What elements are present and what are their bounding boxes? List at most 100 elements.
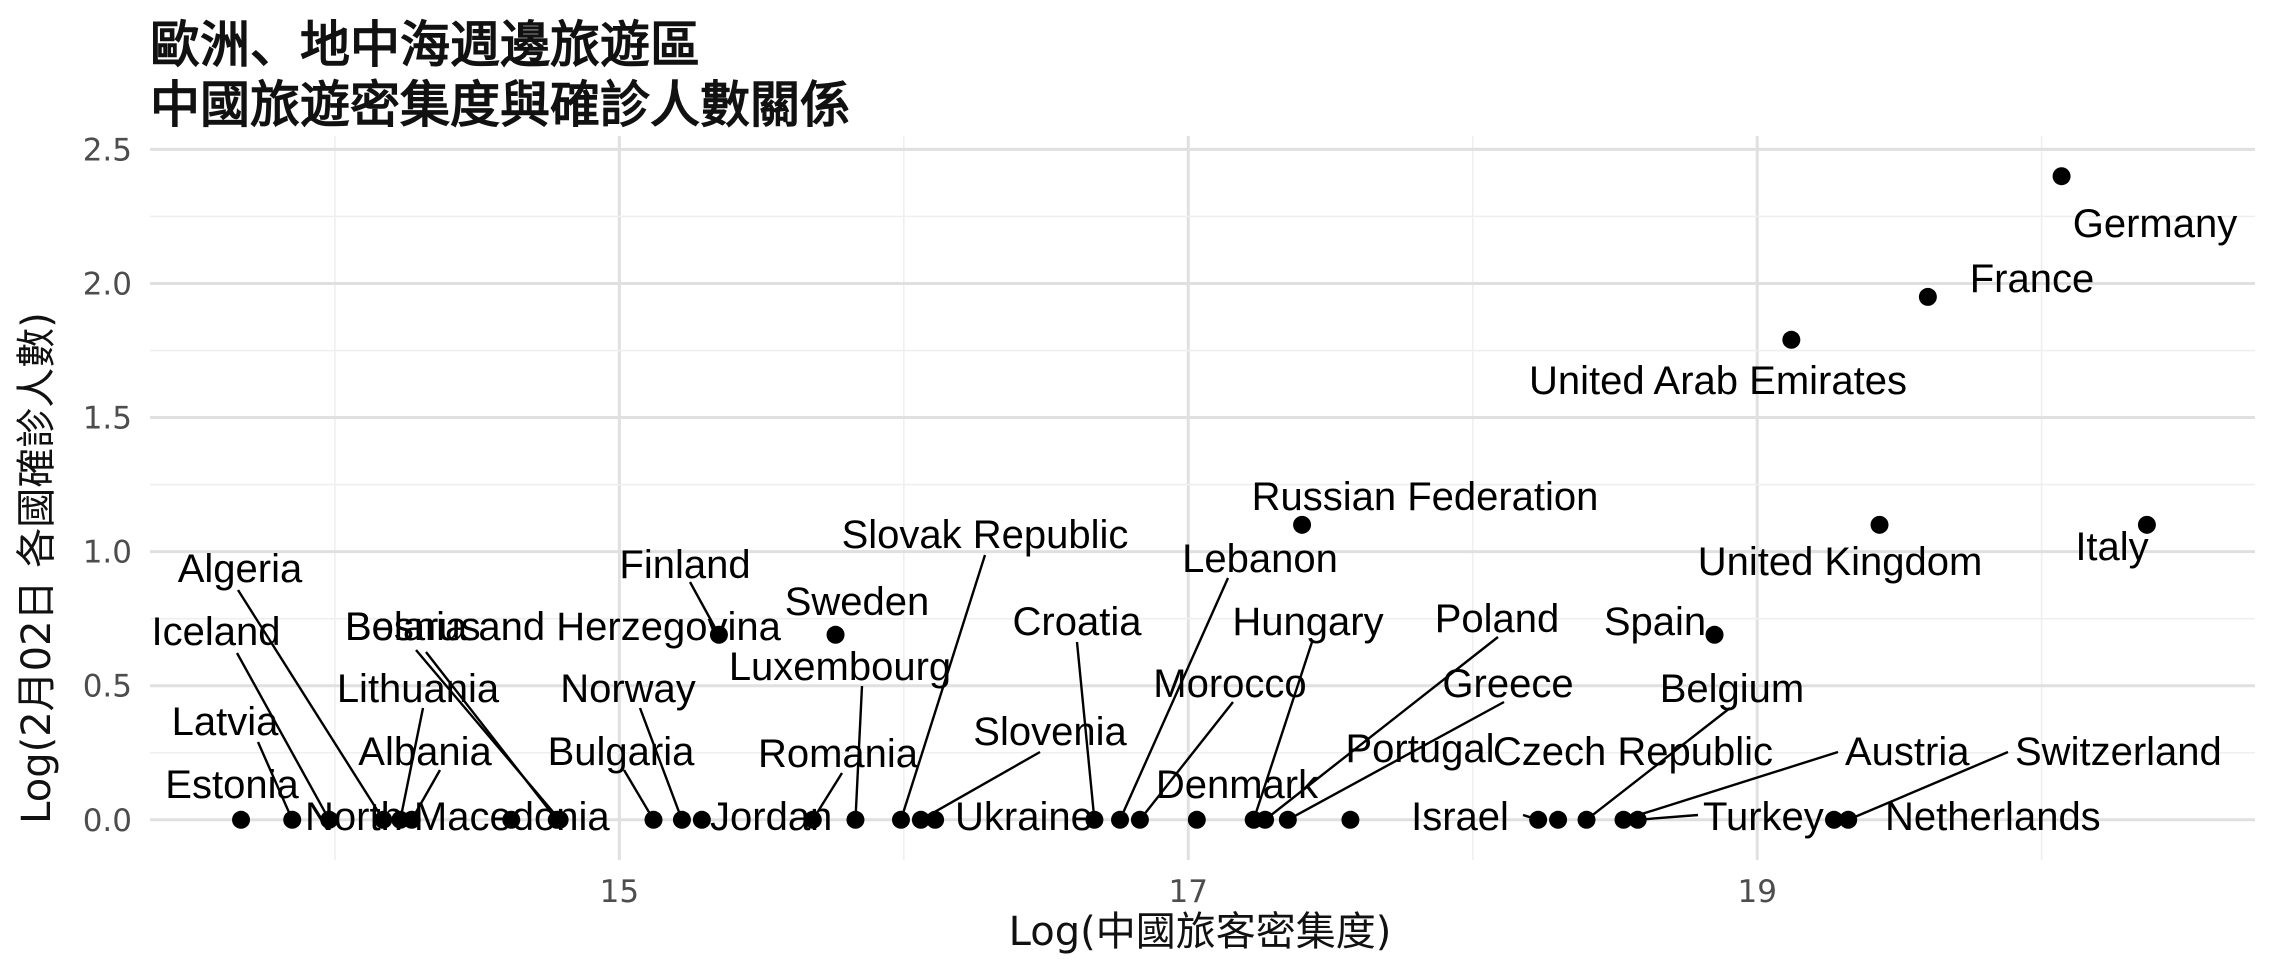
data-point	[232, 810, 251, 829]
label-leader-line	[1847, 750, 2009, 821]
data-point	[1577, 810, 1596, 829]
point-label: Hungary	[1232, 600, 1383, 644]
x-axis-ticks: 15 17 19	[600, 874, 1777, 910]
data-point	[1341, 810, 1360, 829]
grid	[150, 136, 2255, 860]
chart-title-line-1: 歐洲、地中海週邊旅遊區	[150, 16, 700, 74]
y-tick-label: 1.5	[83, 401, 132, 437]
data-point	[1628, 810, 1647, 829]
point-label: Finland	[619, 543, 750, 587]
point-label: Netherlands	[1885, 795, 2101, 839]
label-leader-line	[415, 649, 561, 821]
data-point	[1187, 810, 1206, 829]
point-label: Jordan	[710, 795, 832, 839]
point-label: Switzerland	[2015, 730, 2222, 774]
label-leader-line	[1287, 700, 1505, 821]
label-leader-line	[1637, 813, 1699, 821]
point-label: Slovenia	[973, 710, 1127, 754]
label-leader-line	[399, 707, 425, 821]
label-leader-line	[1623, 750, 1839, 821]
data-point	[911, 810, 930, 829]
y-tick-label: 2.0	[83, 266, 132, 302]
data-point	[283, 810, 302, 829]
data-point	[1111, 810, 1130, 829]
point-label: Ukraine	[955, 795, 1093, 839]
point-label: Albania	[358, 730, 492, 774]
data-point	[1825, 810, 1843, 829]
data-point	[1870, 515, 1889, 534]
data-point	[846, 810, 865, 829]
point-label: Greece	[1442, 662, 1573, 706]
point-label: Poland	[1435, 597, 1560, 641]
point-labels: Germany France United Arab Emirates Russian…	[152, 202, 2238, 839]
point-label: Sweden	[785, 580, 930, 624]
data-point	[1614, 810, 1633, 829]
data-point	[891, 810, 910, 829]
point-label: Denmark	[1156, 763, 1319, 807]
point-label: Croatia	[1013, 600, 1143, 644]
data-point	[374, 810, 393, 829]
label-leaders	[235, 554, 2009, 821]
data-point	[402, 810, 421, 829]
data-points	[232, 167, 2156, 829]
point-label: United Kingdom	[1698, 540, 1983, 584]
data-point	[926, 810, 945, 829]
data-point	[1529, 810, 1548, 829]
point-label: Bosnia and Herzegovina	[345, 605, 782, 649]
label-leader-line	[899, 554, 987, 821]
data-point	[1549, 810, 1568, 829]
data-point	[1256, 810, 1275, 829]
label-leader-line	[235, 652, 331, 821]
label-leader-line	[1264, 636, 1499, 821]
label-leader-line	[920, 750, 1041, 821]
point-label: Turkey	[1703, 795, 1824, 839]
data-point	[320, 810, 339, 829]
point-label: Iceland	[152, 610, 281, 654]
label-leader-line	[1075, 641, 1096, 820]
x-axis-title: Log(中國旅客密集度)	[1009, 909, 1392, 955]
point-label: Estonia	[165, 763, 299, 807]
data-point	[502, 810, 521, 829]
point-label: Latvia	[172, 700, 279, 744]
x-tick-label: 15	[600, 874, 639, 910]
data-point	[1278, 810, 1297, 829]
data-point	[644, 810, 663, 829]
point-label: Austria	[1845, 730, 1970, 774]
data-point	[2137, 515, 2156, 534]
point-label: Algeria	[178, 547, 303, 591]
label-leader-line	[1585, 707, 1731, 821]
y-axis-ticks: 0.0 0.5 1.0 1.5 2.0 2.5	[83, 132, 132, 838]
data-point	[1782, 330, 1801, 349]
data-point	[2052, 167, 2071, 186]
data-point	[826, 625, 845, 644]
point-label: Russian Federation	[1252, 475, 1599, 519]
chart-title-line-2: 中國旅遊密集度與確診人數關係	[150, 76, 850, 134]
point-label: Belgium	[1660, 667, 1805, 711]
data-point	[1085, 810, 1104, 829]
x-tick-label: 17	[1169, 874, 1208, 910]
label-leader-line	[1118, 577, 1230, 821]
point-label: United Arab Emirates	[1529, 359, 1907, 403]
point-label: Israel	[1411, 795, 1509, 839]
label-leader-line	[1252, 641, 1314, 821]
label-leader-line	[638, 707, 684, 821]
data-point	[1293, 515, 1312, 534]
label-leader-line	[688, 581, 720, 636]
label-leader-line	[410, 769, 442, 821]
point-label: Luxembourg	[729, 645, 951, 689]
label-leader-line	[811, 772, 844, 821]
point-label: North Macedonia	[305, 795, 610, 839]
label-leader-line	[622, 769, 655, 821]
y-tick-label: 1.0	[83, 535, 132, 571]
data-point	[1705, 625, 1724, 644]
point-label: Belarus	[345, 605, 481, 649]
y-tick-label: 0.5	[83, 669, 132, 705]
data-point	[803, 810, 822, 829]
point-label: Lithuania	[337, 667, 500, 711]
point-label: Germany	[2073, 202, 2238, 246]
point-label: Norway	[560, 667, 696, 711]
data-point	[672, 810, 691, 829]
point-label: Portugal	[1346, 727, 1495, 771]
x-tick-label: 19	[1737, 874, 1776, 910]
